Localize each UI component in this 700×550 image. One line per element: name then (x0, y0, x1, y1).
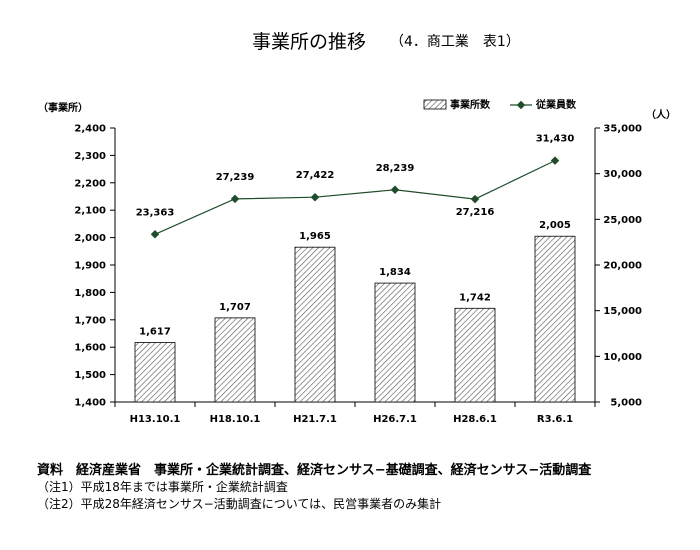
right-tick-label: 5,000 (610, 398, 642, 409)
line-value-label: 27,422 (296, 170, 335, 181)
note-2: （注2）平成28年経済センサス−活動調査については、民営事業者のみ集計 (37, 497, 442, 511)
bar-value-label: 1,707 (219, 302, 251, 313)
legend-bar-swatch (423, 99, 447, 110)
right-tick-label: 25,000 (603, 215, 642, 226)
line-value-label: 27,216 (456, 207, 495, 218)
line-value-label: 28,239 (376, 163, 415, 174)
bar (534, 235, 576, 403)
bar (214, 317, 256, 403)
left-tick-label: 1,500 (74, 370, 106, 381)
left-tick-label: 2,200 (74, 178, 106, 189)
legend-bar-label: 事業所数 (450, 98, 491, 111)
bar (454, 307, 496, 403)
legend-line-label: 従業員数 (535, 98, 577, 111)
left-tick-label: 1,800 (74, 288, 106, 299)
right-tick-label: 30,000 (603, 169, 642, 180)
left-axis-unit: （事業所） (38, 101, 88, 114)
x-tick-label: R3.6.1 (537, 414, 573, 425)
source-note: 資料 経済産業省 事業所・企業統計調査、経済センサス−基礎調査、経済センサス−活… (37, 463, 592, 478)
chart-title: 事業所の推移 (252, 31, 366, 53)
line-point (310, 192, 320, 202)
right-axis-unit: （人） (646, 108, 676, 121)
left-tick-label: 1,600 (74, 343, 106, 354)
bar-value-label: 1,617 (139, 327, 171, 338)
bar (374, 282, 416, 403)
right-tick-label: 20,000 (603, 261, 642, 272)
chart-subtitle: （4．商工業 表1） (390, 34, 520, 50)
left-tick-label: 2,000 (74, 233, 106, 244)
line-value-label: 27,239 (216, 172, 255, 183)
line-point (150, 230, 160, 239)
legend-line-marker (516, 100, 526, 110)
x-tick-label: H28.6.1 (453, 414, 497, 425)
line-series (150, 156, 560, 239)
line-point (390, 185, 400, 194)
line-point (550, 156, 560, 165)
legend: 事業所数 従業員数 (423, 98, 577, 111)
bar-series (134, 235, 576, 403)
bar-value-label: 2,005 (539, 220, 571, 231)
axes: 1,400 1,500 1,600 1,700 1,800 1,900 2,000 2,100… (74, 124, 642, 426)
line-value-label: 31,430 (536, 134, 575, 145)
right-tick-label: 15,000 (603, 306, 642, 317)
note-1: （注1）平成18年までは事業所・企業統計調査 (37, 480, 288, 494)
bar (294, 246, 336, 403)
line-point (230, 194, 240, 204)
line-point (470, 194, 480, 204)
data-labels: 1,617 1,707 1,965 1,834 1,742 2,005 23,363 27,2… (136, 134, 575, 338)
left-tick-label: 1,700 (74, 315, 106, 326)
bar-value-label: 1,965 (299, 231, 331, 242)
left-tick-label: 1,900 (74, 261, 106, 272)
left-tick-label: 1,400 (74, 398, 106, 409)
x-tick-label: H13.10.1 (130, 414, 181, 425)
series-line (154, 160, 556, 235)
line-value-label: 23,363 (136, 207, 175, 218)
bar-value-label: 1,742 (459, 292, 491, 303)
x-tick-label: H26.7.1 (373, 414, 417, 425)
right-tick-label: 10,000 (603, 352, 642, 363)
left-tick-label: 2,300 (74, 151, 106, 162)
establishments-chart: 事業所の推移 （4．商工業 表1） （事業所） （人） 事業所数 従業員数 1,… (38, 31, 676, 426)
bar-value-label: 1,834 (379, 267, 411, 278)
bar (134, 342, 176, 403)
notes: 資料 経済産業省 事業所・企業統計調査、経済センサス−基礎調査、経済センサス−活… (37, 462, 591, 513)
right-tick-label: 35,000 (603, 124, 642, 135)
x-tick-label: H21.7.1 (293, 414, 337, 425)
left-tick-label: 2,400 (74, 124, 106, 135)
x-tick-label: H18.10.1 (210, 414, 261, 425)
left-tick-label: 2,100 (74, 206, 106, 217)
